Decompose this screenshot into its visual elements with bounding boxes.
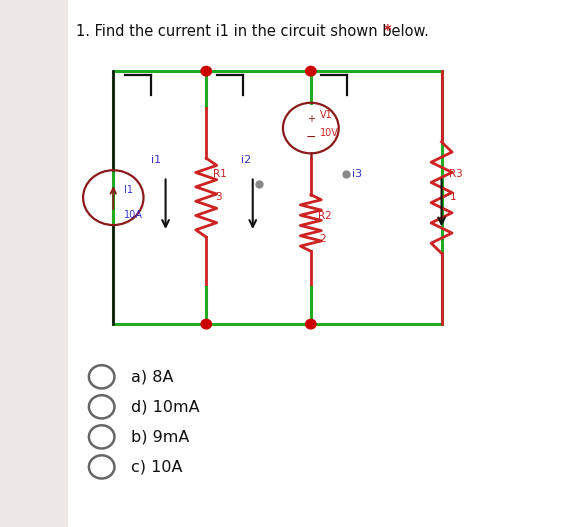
Text: R1: R1 (213, 169, 227, 179)
Bar (0, 0, 67, 527)
Text: 10V: 10V (320, 128, 338, 138)
Text: a) 8A: a) 8A (131, 369, 173, 384)
Text: 2: 2 (320, 235, 326, 245)
Text: c) 10A: c) 10A (131, 460, 182, 474)
Text: V1: V1 (320, 110, 332, 120)
Circle shape (201, 66, 211, 76)
Text: 10A: 10A (124, 210, 142, 220)
Text: R3: R3 (449, 169, 462, 179)
Text: i1: i1 (151, 155, 161, 165)
Text: 1. Find the current i1 in the circuit shown below.: 1. Find the current i1 in the circuit sh… (76, 24, 433, 38)
Text: −: − (306, 131, 316, 144)
Text: 3: 3 (215, 192, 221, 202)
Bar (113, 71, 442, 324)
Text: i2: i2 (241, 155, 252, 165)
Circle shape (306, 66, 316, 76)
Circle shape (201, 319, 211, 329)
Text: d) 10mA: d) 10mA (131, 399, 199, 414)
Text: R2: R2 (318, 211, 332, 221)
Circle shape (306, 319, 316, 329)
Text: i3: i3 (352, 169, 361, 179)
Text: b) 9mA: b) 9mA (131, 430, 189, 444)
Text: +: + (307, 114, 315, 124)
Text: I1: I1 (124, 186, 132, 196)
Text: 1: 1 (450, 192, 457, 202)
Text: *: * (383, 24, 392, 38)
